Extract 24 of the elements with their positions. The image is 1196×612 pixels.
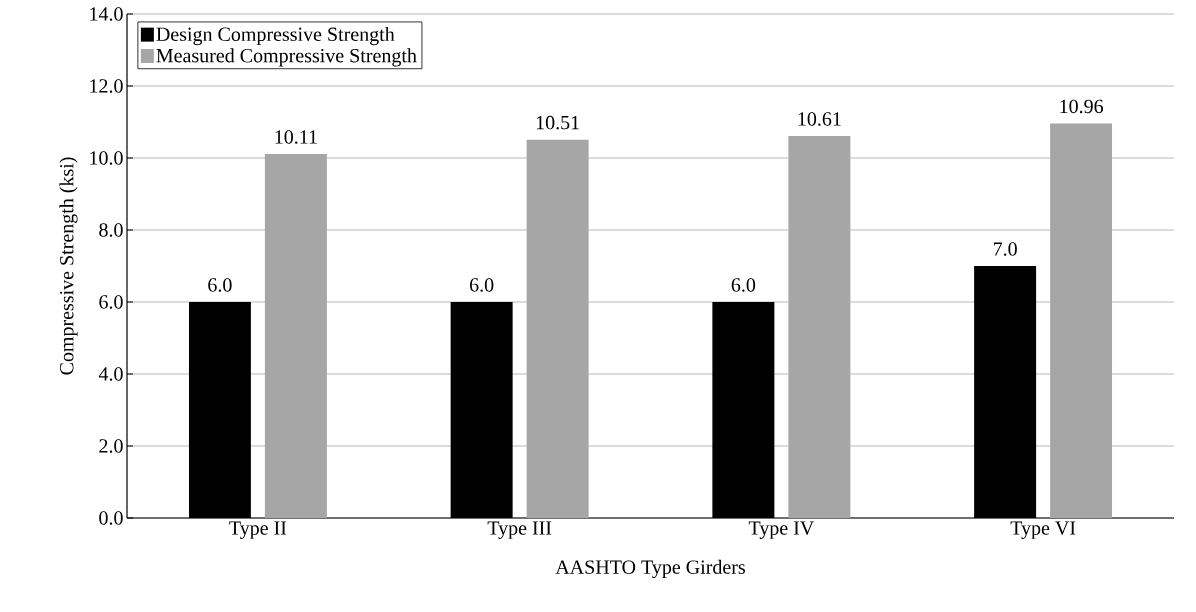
x-tick-label: Type II bbox=[229, 521, 287, 539]
y-tick-label: 6.0 bbox=[99, 295, 123, 309]
y-tick-label: 8.0 bbox=[99, 223, 123, 237]
data-label: 6.0 bbox=[208, 278, 232, 292]
y-tick-label: 14.0 bbox=[90, 7, 123, 21]
data-label: 7.0 bbox=[993, 242, 1017, 256]
x-axis-title: AASHTO Type Girders bbox=[555, 559, 745, 578]
data-label: 10.96 bbox=[1060, 99, 1104, 114]
y-tick-label: 2.0 bbox=[99, 439, 123, 453]
y-tick-label: 4.0 bbox=[98, 367, 123, 381]
y-tick-label: 0.0 bbox=[99, 511, 123, 525]
x-tick-label: Type III bbox=[487, 521, 552, 539]
data-label: 10.11 bbox=[275, 130, 317, 144]
legend-label: Measured Compressive Strength bbox=[156, 48, 417, 67]
data-label: 6.0 bbox=[731, 278, 756, 292]
y-tick-label: 10.0 bbox=[90, 151, 123, 165]
data-label: 6.0 bbox=[469, 278, 494, 292]
legend-label: Design Compressive Strength bbox=[156, 26, 395, 46]
data-label: 10.51 bbox=[536, 115, 579, 130]
x-tick-label: Type IV bbox=[748, 521, 815, 539]
data-label: 10.61 bbox=[798, 112, 841, 126]
y-axis-title: Compressive Strength (ksi) bbox=[59, 157, 78, 375]
y-tick-label: 12.0 bbox=[90, 79, 123, 93]
x-tick-label: Type VI bbox=[1010, 521, 1076, 539]
